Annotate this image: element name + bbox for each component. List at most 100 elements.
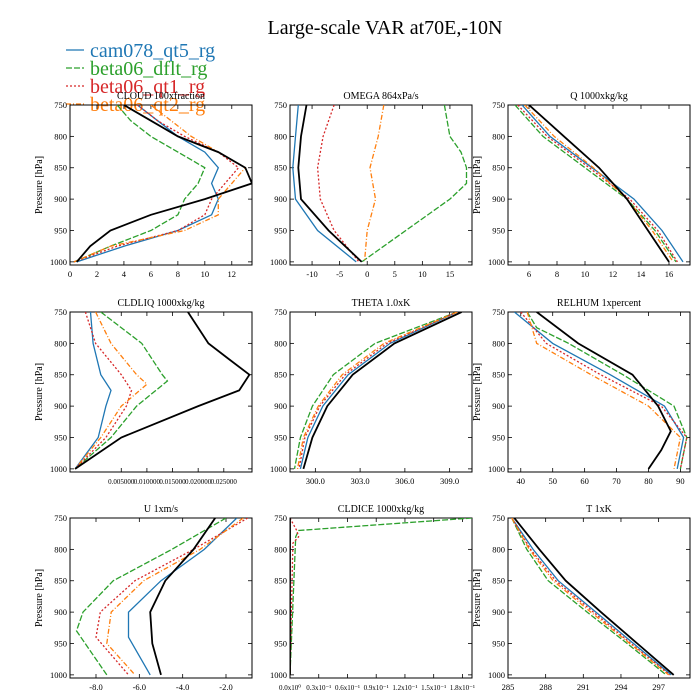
series-line [76, 105, 252, 263]
x-tick-label: 6 [527, 269, 531, 279]
series-line [361, 105, 468, 263]
y-tick-label: 1000 [270, 257, 287, 267]
y-tick-label: 900 [274, 194, 287, 204]
x-tick-label: 15 [446, 269, 455, 279]
chart-panel: CLOUD 100xfraction Pressure [hPa] 750 800 85… [34, 91, 253, 279]
x-tick-label: 0.6x10⁻¹ [335, 684, 360, 692]
x-tick-label: 288 [539, 682, 552, 692]
x-tick-label: 10 [201, 269, 210, 279]
panel-title: T 1xK [586, 504, 612, 515]
x-tick-label: 0.015000 [159, 478, 186, 486]
x-tick-label: 1.2x10⁻¹ [392, 684, 417, 692]
y-tick-label: 900 [492, 194, 505, 204]
series-line [511, 518, 667, 676]
series-line [149, 518, 216, 676]
x-tick-label: 60 [580, 476, 589, 486]
series-line [73, 105, 240, 263]
plot-frame [289, 517, 473, 679]
panel-title: CLDLIQ 1000xkg/kg [118, 298, 205, 309]
panel-title: U 1xm/s [144, 504, 178, 515]
y-tick-label: 950 [492, 432, 505, 442]
y-tick-label: 950 [54, 225, 67, 235]
y-axis-label: Pressure [hPa] [34, 569, 45, 627]
series-line [73, 105, 247, 263]
series-line [106, 518, 244, 676]
series-line [290, 518, 472, 675]
x-tick-label: 70 [612, 476, 621, 486]
y-tick-label: 950 [274, 638, 287, 648]
y-tick-label: 900 [54, 607, 67, 617]
x-tick-label: 10 [581, 269, 590, 279]
chart-panel: CLDLIQ 1000xkg/kg Pressure [hPa] 750 800 850… [34, 298, 253, 486]
y-tick-label: 750 [54, 100, 67, 110]
y-tick-label: 900 [54, 401, 67, 411]
y-tick-label: 850 [54, 163, 67, 173]
y-axis-label: Pressure [hPa] [34, 363, 45, 421]
y-tick-label: 1000 [50, 464, 67, 474]
y-tick-label: 850 [54, 370, 67, 380]
legend-label: beta06_dflt_rg [90, 58, 207, 80]
series-line [514, 105, 677, 263]
x-tick-label: 12 [228, 269, 237, 279]
panel-title: CLDICE 1000xkg/kg [338, 504, 424, 515]
y-tick-label: 750 [274, 100, 287, 110]
y-tick-label: 1000 [50, 670, 67, 680]
series-line [302, 312, 462, 470]
x-tick-label: 12 [609, 269, 618, 279]
y-tick-label: 1000 [488, 464, 505, 474]
series-line [524, 105, 674, 263]
x-tick-label: 0.0x10⁰ [279, 684, 301, 692]
y-tick-label: 1000 [488, 257, 505, 267]
x-tick-label: 4 [122, 269, 127, 279]
x-tick-label: 0.025000 [211, 478, 238, 486]
chart-panel: THETA 1.0xK 750 800 850 900 950 1000 300.0 303.0… [270, 298, 473, 486]
x-tick-label: 0 [365, 269, 369, 279]
y-tick-label: 850 [274, 370, 287, 380]
x-tick-label: 297 [652, 682, 665, 692]
series-line [74, 312, 251, 470]
x-tick-label: 291 [577, 682, 590, 692]
panel-title: CLOUD 100xfraction [117, 91, 205, 102]
y-tick-label: 950 [492, 638, 505, 648]
x-tick-label: 6 [149, 269, 153, 279]
x-tick-label: 300.0 [306, 476, 325, 486]
series-line [513, 312, 685, 470]
series-line [298, 312, 458, 470]
series-line [517, 105, 678, 263]
series-line [520, 312, 688, 470]
y-tick-label: 850 [54, 576, 67, 586]
y-tick-label: 1000 [488, 670, 505, 680]
chart-panel: OMEGA 864xPa/s 750 800 850 900 950 1000 -10 -5 0 5… [270, 91, 473, 279]
x-tick-label: 10 [418, 269, 427, 279]
series-line [293, 312, 458, 470]
y-axis-label: Pressure [hPa] [472, 569, 483, 627]
plot-frame [69, 311, 253, 473]
y-tick-label: 850 [274, 163, 287, 173]
y-tick-label: 950 [492, 225, 505, 235]
chart-panel: U 1xm/s Pressure [hPa] 750 800 850 900 950 1000… [34, 504, 253, 692]
chart-panel: T 1xK Pressure [hPa] 750 800 850 900 950 1000 28… [472, 504, 691, 692]
y-tick-label: 1000 [270, 464, 287, 474]
x-tick-label: 306.0 [395, 476, 414, 486]
series-line [297, 105, 363, 263]
x-tick-label: -8.0 [89, 682, 102, 692]
x-tick-label: 50 [548, 476, 557, 486]
x-tick-label: 14 [637, 269, 646, 279]
x-tick-label: 80 [644, 476, 653, 486]
y-tick-label: 750 [274, 513, 287, 523]
y-tick-label: 800 [54, 544, 67, 554]
y-tick-label: 800 [492, 544, 505, 554]
series-line [528, 105, 670, 263]
legend-label: cam078_qt5_rg [90, 40, 215, 62]
x-tick-label: 16 [665, 269, 674, 279]
plot-frame [69, 517, 253, 679]
y-tick-label: 950 [54, 638, 67, 648]
series-line [95, 518, 249, 676]
x-tick-label: -4.0 [176, 682, 189, 692]
plot-frame [289, 104, 473, 266]
chart-panel: RELHUM 1xpercent Pressure [hPa] 750 800 850 9… [472, 298, 691, 486]
y-tick-label: 800 [274, 338, 287, 348]
x-tick-label: -10 [306, 269, 317, 279]
